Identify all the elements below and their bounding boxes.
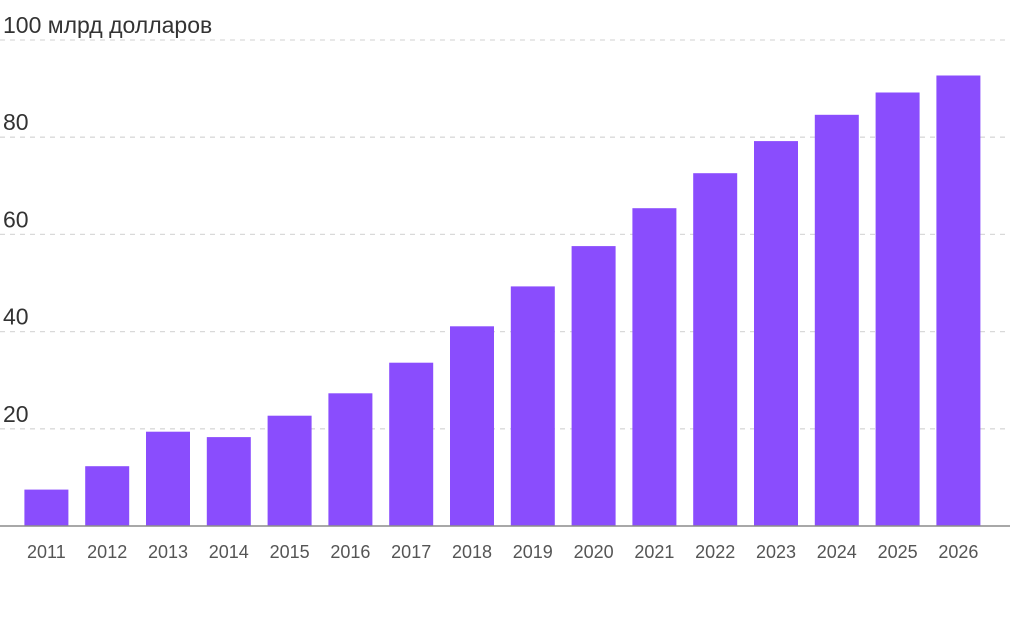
bar-2016 xyxy=(328,393,373,526)
x-tick-label: 2012 xyxy=(87,542,127,562)
bar-2020 xyxy=(571,246,616,526)
x-tick-label: 2020 xyxy=(574,542,614,562)
y-axis-labels: 20 40 60 80 100 млрд долларов xyxy=(3,12,212,427)
x-tick-label: 2011 xyxy=(27,542,66,562)
x-tick-label: 2013 xyxy=(148,542,188,562)
y-tick-label: 40 xyxy=(3,304,29,330)
x-tick-label: 2024 xyxy=(817,542,857,562)
x-tick-label: 2016 xyxy=(330,542,370,562)
bar-2015 xyxy=(267,415,312,526)
bar-2024 xyxy=(814,114,859,527)
bar-2026 xyxy=(936,75,981,526)
y-tick-label: 100 млрд долларов xyxy=(3,12,212,38)
x-tick-label: 2015 xyxy=(270,542,310,562)
bar-2023 xyxy=(754,141,798,526)
x-tick-label: 2022 xyxy=(695,542,735,562)
bar-2011 xyxy=(24,489,69,526)
bar-2014 xyxy=(206,437,251,526)
bar-2022 xyxy=(693,173,738,526)
bar-2018 xyxy=(450,326,494,526)
x-axis-labels: 2011 2012 2013 2014 2015 2016 2017 2018 2019 2020… xyxy=(27,542,978,562)
bar-2021 xyxy=(632,208,677,526)
x-tick-label: 2021 xyxy=(634,542,674,562)
x-tick-label: 2025 xyxy=(878,542,918,562)
bar-2013 xyxy=(146,431,190,526)
bar-2017 xyxy=(389,362,434,526)
bar-2012 xyxy=(85,466,130,526)
y-tick-label: 80 xyxy=(3,109,29,135)
x-tick-label: 2019 xyxy=(513,542,553,562)
x-tick-label: 2023 xyxy=(756,542,796,562)
y-tick-label: 20 xyxy=(3,401,29,427)
x-tick-label: 2014 xyxy=(209,542,249,562)
bar-2025 xyxy=(875,92,920,526)
x-tick-label: 2018 xyxy=(452,542,492,562)
bar-2019 xyxy=(510,286,555,526)
x-tick-label: 2017 xyxy=(391,542,431,562)
bars xyxy=(0,75,1010,527)
y-tick-label: 60 xyxy=(3,206,29,232)
x-tick-label: 2026 xyxy=(938,542,978,562)
